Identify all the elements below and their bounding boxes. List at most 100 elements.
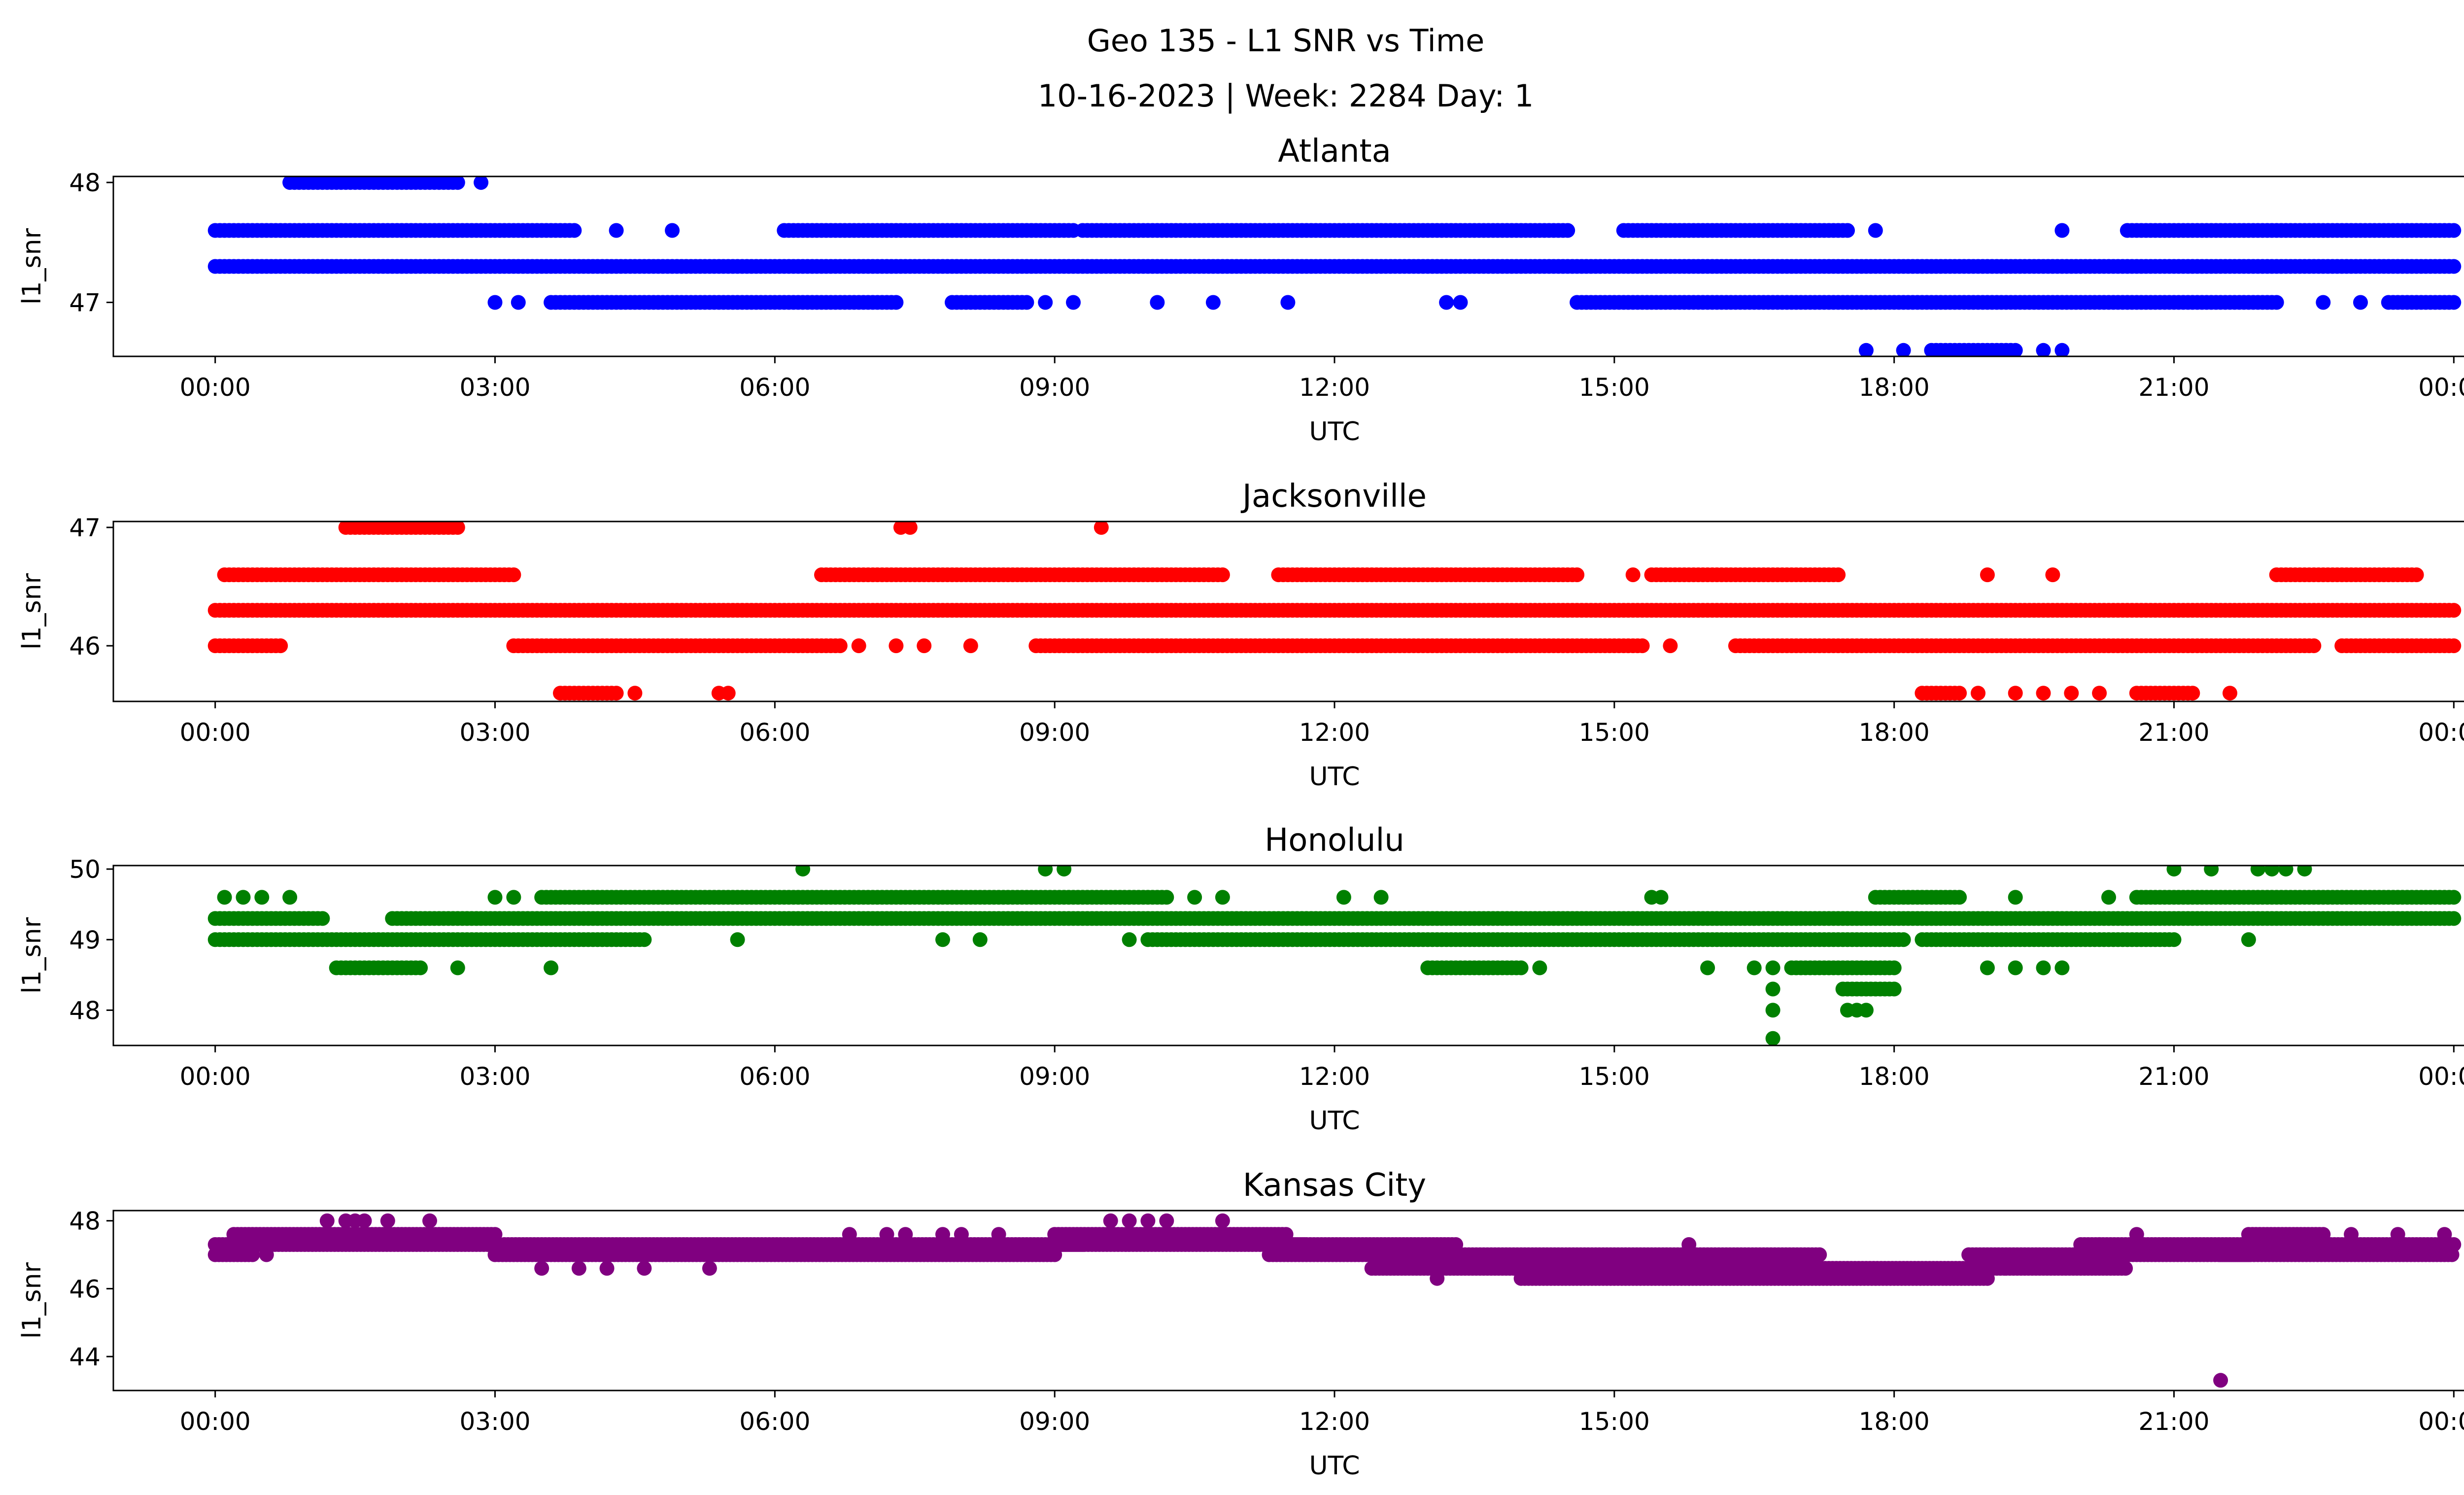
data-point [851,638,866,654]
data-point [2064,686,2079,701]
data-point [637,932,652,947]
data-point [217,890,232,905]
data-point [1187,890,1202,905]
data-point [720,686,736,701]
subplot-title: Atlanta [1278,133,1391,170]
data-point [1560,223,1575,238]
x-tick-label: 15:00 [1579,1062,1650,1091]
data-point [1336,890,1351,905]
x-tick-label: 03:00 [459,1062,530,1091]
data-point [487,1227,503,1242]
data-point [236,890,251,905]
y-tick-label: 50 [69,855,101,884]
data-point [413,960,428,975]
data-point [315,911,330,926]
data-point [963,638,978,654]
y-axis-label: l1_snr [17,573,47,650]
y-tick-label: 48 [69,169,101,197]
data-point [1765,960,1780,975]
data-point [511,295,526,310]
data-point [1812,1247,1827,1262]
data-point [2250,866,2265,877]
data-point [2306,638,2322,654]
x-tick-label: 03:00 [459,718,530,747]
data-point [1896,343,1911,356]
data-point [2264,866,2280,877]
data-point [2185,686,2200,701]
data-point [902,522,918,535]
subplot-title: Kansas City [1243,1167,1426,1204]
data-point [2008,686,2023,701]
data-points [207,866,2462,1045]
data-point [2008,960,2023,975]
x-tick-label: 21:00 [2138,373,2209,402]
data-point [2297,866,2312,877]
x-tick-label: 09:00 [1019,1062,1090,1091]
data-point [889,295,904,310]
figure-title-line2: 10-16-2023 | Week: 2284 Day: 1 [1038,78,1534,114]
data-point [450,176,465,190]
subplot-title: Honolulu [1265,822,1404,859]
x-axis-label: UTC [1309,417,1360,447]
data-point [1215,567,1230,583]
data-point [2008,890,2023,905]
data-point [254,890,270,905]
data-point [2166,866,2182,877]
data-point [1886,960,1902,975]
data-point [273,638,288,654]
x-tick-label: 18:00 [1859,1062,1930,1091]
data-point [450,522,465,535]
x-tick-label: 00:00 [180,1062,251,1091]
data-point [2166,932,2182,947]
data-point [2446,259,2462,274]
x-tick-label: 09:00 [1019,373,1090,402]
data-point [1952,686,1967,701]
x-axis-label: UTC [1309,1106,1360,1136]
data-point [2101,890,2116,905]
data-point [1971,686,1985,701]
x-tick-label: 00:00 [180,718,251,747]
data-point [2269,295,2284,310]
x-tick-label: 00:00 [2418,718,2464,747]
data-point [1840,223,1855,238]
data-point [795,866,811,877]
data-point [1215,890,1230,905]
x-tick-label: 21:00 [2138,1062,2209,1091]
data-point [1122,932,1137,947]
data-point [2045,567,2060,583]
data-point [935,932,950,947]
data-point [2092,686,2107,701]
y-tick-label: 46 [69,632,101,661]
data-point [1858,1003,1874,1018]
data-point [1038,866,1053,877]
data-point [2316,295,2331,310]
data-point [1896,932,1911,947]
data-point [917,638,932,654]
data-point [2204,866,2219,877]
data-point [1625,567,1641,583]
data-points [207,522,2462,701]
data-point [487,890,503,905]
x-tick-label: 03:00 [459,373,530,402]
x-tick-label: 06:00 [739,718,810,747]
x-tick-label: 15:00 [1579,718,1650,747]
data-point [627,686,643,701]
data-point [2446,295,2462,310]
data-point [1150,295,1165,310]
data-point [2444,1247,2460,1262]
y-tick-label: 49 [69,926,101,954]
data-point [1831,567,1846,583]
y-axis-label: l1_snr [17,228,47,305]
x-tick-label: 00:00 [2418,1062,2464,1091]
data-point [2118,1261,2133,1276]
data-point [506,567,521,583]
data-point [665,223,680,238]
data-point [567,223,582,238]
x-tick-label: 06:00 [739,1062,810,1091]
data-point [609,223,624,238]
data-point [450,960,465,975]
data-point [2054,343,2070,356]
